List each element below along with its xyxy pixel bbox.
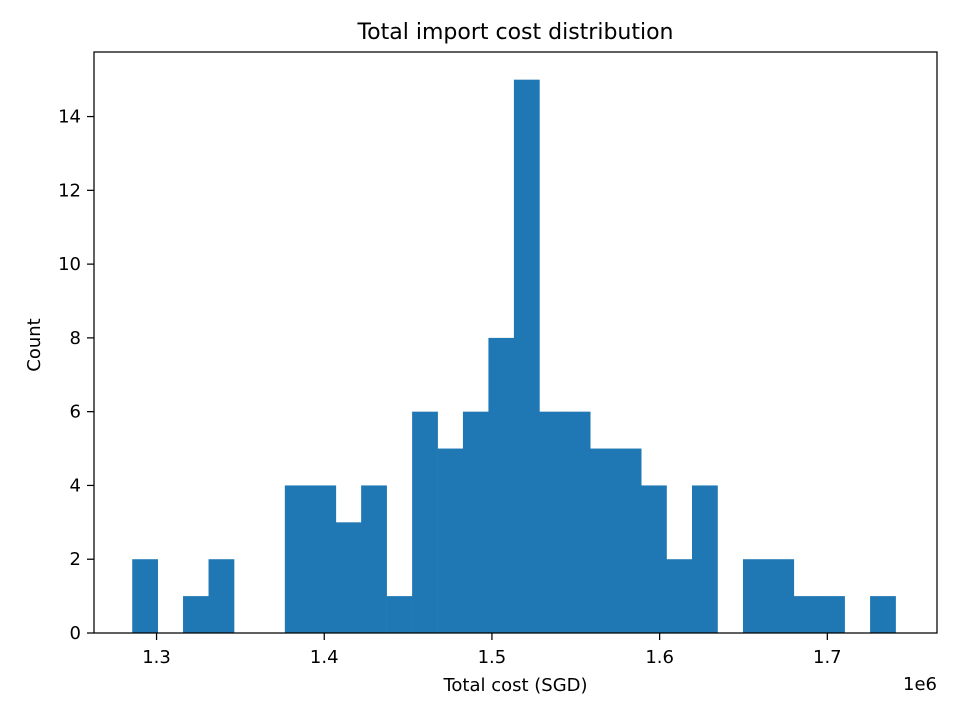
histogram-bar [462, 411, 489, 633]
x-tick-label: 1.4 [310, 647, 339, 668]
histogram-bar [793, 596, 820, 633]
histogram-bar [513, 79, 540, 633]
y-tick-label: 8 [70, 328, 81, 349]
x-tick-label: 1.7 [813, 647, 842, 668]
chart-title: Total import cost distribution [356, 20, 673, 45]
x-axis-label: Total cost (SGD) [442, 675, 587, 696]
y-tick-label: 10 [58, 254, 81, 275]
histogram-bar [590, 448, 616, 633]
histogram-bar [132, 559, 159, 633]
histogram-bar [870, 596, 896, 633]
y-tick-label: 0 [70, 623, 81, 644]
histogram-bar [183, 596, 209, 633]
y-tick-label: 2 [70, 549, 81, 570]
y-tick-label: 4 [70, 475, 81, 496]
x-tick-label: 1.6 [645, 647, 674, 668]
x-axis-ticks: 1.3 1.4 1.5 1.6 1.7 [142, 633, 842, 668]
histogram-bar [691, 485, 718, 633]
histogram-bar [819, 596, 845, 633]
histogram-bar [412, 411, 438, 633]
x-axis-offset-label: 1e6 [903, 674, 937, 695]
histogram-bar [361, 485, 387, 633]
histogram-bar [564, 411, 591, 633]
histogram-bars [132, 79, 896, 633]
histogram-bar [335, 522, 362, 633]
histogram-bar [641, 485, 667, 633]
histogram-bar [742, 559, 769, 633]
histogram-bar [615, 448, 642, 633]
y-axis-label: Count [24, 318, 45, 371]
x-tick-label: 1.3 [142, 647, 171, 668]
histogram-bar [208, 559, 235, 633]
histogram-bar [284, 485, 311, 633]
histogram-bar [539, 411, 566, 633]
plot-frame [93, 51, 938, 634]
histogram-bar [488, 337, 515, 633]
histogram-bar [768, 559, 795, 633]
y-tick-label: 6 [70, 402, 81, 423]
histogram-bar [666, 559, 693, 633]
y-tick-label: 12 [58, 180, 81, 201]
y-axis-ticks: 0 2 4 6 8 10 12 14 [58, 107, 94, 644]
histogram-bar [437, 448, 464, 633]
x-tick-label: 1.5 [478, 647, 507, 668]
histogram-bar [386, 596, 413, 633]
y-tick-label: 14 [58, 107, 81, 128]
histogram-bar [310, 485, 337, 633]
